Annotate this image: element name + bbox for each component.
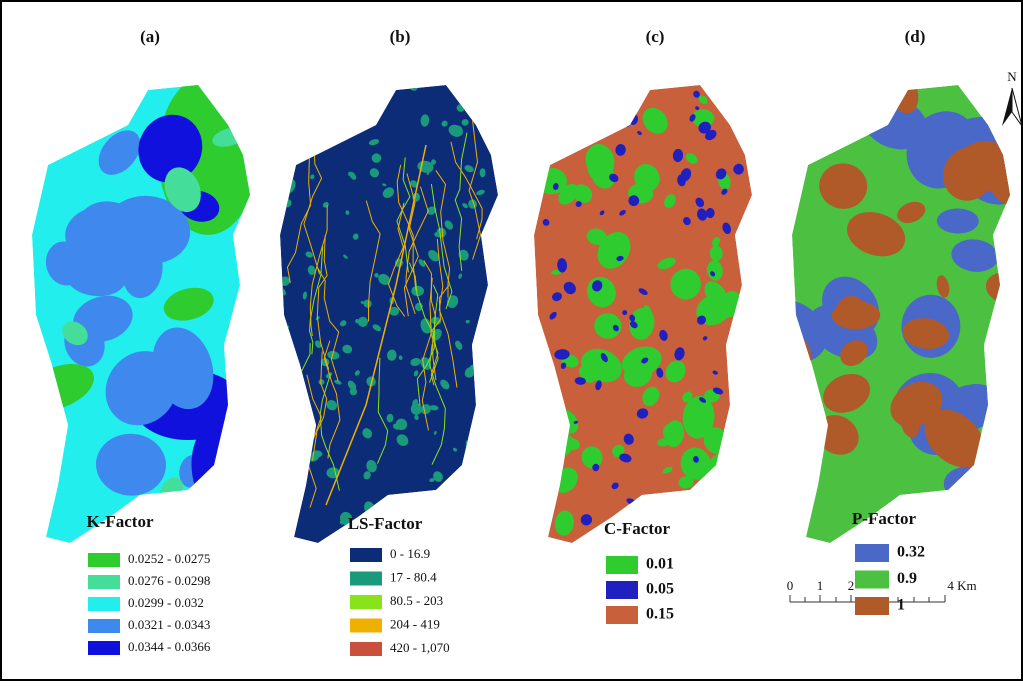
legend-swatch (855, 571, 889, 589)
legend-swatch (88, 597, 120, 611)
legend-swatch (88, 641, 120, 655)
map-patch (355, 319, 359, 323)
scale-label: 0 (787, 578, 794, 593)
figure: N 0 1 2 4 Km (a) K-Factor 0.0252 - 0.0275 0… (0, 0, 1023, 681)
legend-label: 1 (897, 597, 905, 614)
legend-label: 0.05 (646, 581, 674, 598)
scale-label: 4 Km (947, 578, 976, 593)
legend-swatch (350, 595, 382, 609)
legend-label: 0.0321 - 0.0343 (128, 617, 210, 632)
legend-swatch (88, 553, 120, 567)
legend-swatch (88, 575, 120, 589)
legend-title: P-Factor (852, 509, 917, 528)
legend-swatch (606, 556, 638, 574)
legend-title: LS-Factor (348, 514, 423, 533)
legend-label: 0.01 (646, 556, 674, 573)
legend-swatch (606, 581, 638, 599)
legend-label: 420 - 1,070 (390, 640, 450, 655)
legend-label: 17 - 80.4 (390, 569, 437, 584)
legend-label: 0.0252 - 0.0275 (128, 551, 210, 566)
legend-swatch (88, 619, 120, 633)
legend-label: 0.15 (646, 606, 674, 623)
legend-swatch (855, 544, 889, 562)
map-patch (480, 168, 486, 177)
north-label: N (1007, 69, 1017, 84)
legend-title: K-Factor (86, 512, 153, 531)
legend-title: C-Factor (604, 519, 671, 538)
legend-label: 0.0276 - 0.0298 (128, 573, 210, 588)
legend-label: 0.0299 - 0.032 (128, 595, 204, 610)
panel-label: (b) (390, 27, 411, 46)
panel-label: (c) (646, 27, 665, 46)
legend-swatch (350, 548, 382, 562)
legend-swatch (350, 572, 382, 586)
scale-label: 1 (817, 578, 824, 593)
legend-swatch (350, 642, 382, 656)
legend-swatch (855, 597, 889, 615)
legend-label: 0.0344 - 0.0366 (128, 639, 211, 654)
legend-swatch (606, 606, 638, 624)
legend-label: 0.32 (897, 544, 925, 561)
scale-label: 2 (848, 578, 855, 593)
legend-label: 0.9 (897, 570, 917, 587)
legend-label: 0 - 16.9 (390, 546, 430, 561)
legend-label: 204 - 419 (390, 616, 440, 631)
legend-label: 80.5 - 203 (390, 593, 443, 608)
legend-swatch (350, 619, 382, 633)
panel-label: (d) (905, 27, 926, 46)
panel-label: (a) (140, 27, 160, 46)
